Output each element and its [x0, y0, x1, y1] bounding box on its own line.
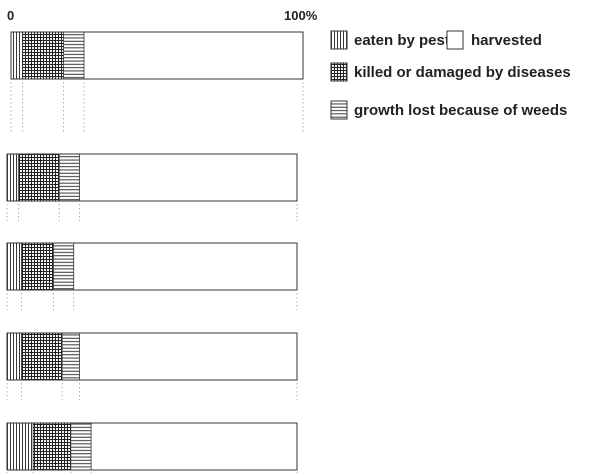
bar-segment-pests [7, 423, 34, 470]
bar-segment-pests [7, 154, 19, 201]
bar-outline [10, 31, 304, 80]
legend: eaten by pests harvested killed or damaged… [330, 30, 571, 120]
bar-outline [6, 422, 298, 471]
bar-segment-diseases [33, 423, 71, 470]
legend-item-harvested: harvested [446, 30, 542, 50]
bar-outline [6, 332, 298, 381]
bar-segment-weeds [62, 333, 80, 380]
bar-segment-harvested [91, 423, 297, 470]
bar-segment-diseases [21, 333, 63, 380]
bar-segment-weeds [63, 32, 84, 79]
legend-item-weeds: growth lost because of weeds [330, 100, 567, 120]
bar-row-2 [6, 153, 298, 221]
bar-segment-pests [7, 333, 22, 380]
bar-row-3 [6, 242, 298, 310]
legend-swatch-harvested [446, 30, 464, 50]
legend-label-weeds: growth lost because of weeds [354, 102, 567, 119]
bar-segment-harvested [73, 243, 297, 290]
legend-swatch-weeds [330, 100, 348, 120]
bar-segment-pests [7, 243, 22, 290]
bar-segment-weeds [53, 243, 74, 290]
legend-item-pests: eaten by pests [330, 30, 458, 50]
legend-swatch-diseases [330, 62, 348, 82]
axis-start-label: 0 [7, 8, 14, 23]
legend-item-diseases: killed or damaged by diseases [330, 62, 571, 82]
bar-segment-harvested [84, 32, 303, 79]
axis-end-label: 100% [284, 8, 318, 23]
bar-segment-diseases [18, 154, 60, 201]
bar-row-5 [6, 422, 298, 473]
bar-segment-weeds [59, 154, 80, 201]
bar-segment-diseases [21, 243, 54, 290]
bar-row-1 [10, 31, 304, 134]
bar-segment-weeds [70, 423, 92, 470]
bars-group [6, 31, 304, 473]
legend-swatch-pests [330, 30, 348, 50]
bar-segment-harvested [79, 333, 297, 380]
bar-segment-diseases [22, 32, 64, 79]
bar-outline [6, 242, 298, 291]
bar-segment-harvested [79, 154, 297, 201]
legend-label-pests: eaten by pests [354, 32, 458, 49]
bar-row-4 [6, 332, 298, 400]
bar-segment-pests [11, 32, 23, 79]
bar-outline [6, 153, 298, 202]
legend-label-diseases: killed or damaged by diseases [354, 64, 571, 81]
legend-label-harvested: harvested [471, 32, 542, 49]
